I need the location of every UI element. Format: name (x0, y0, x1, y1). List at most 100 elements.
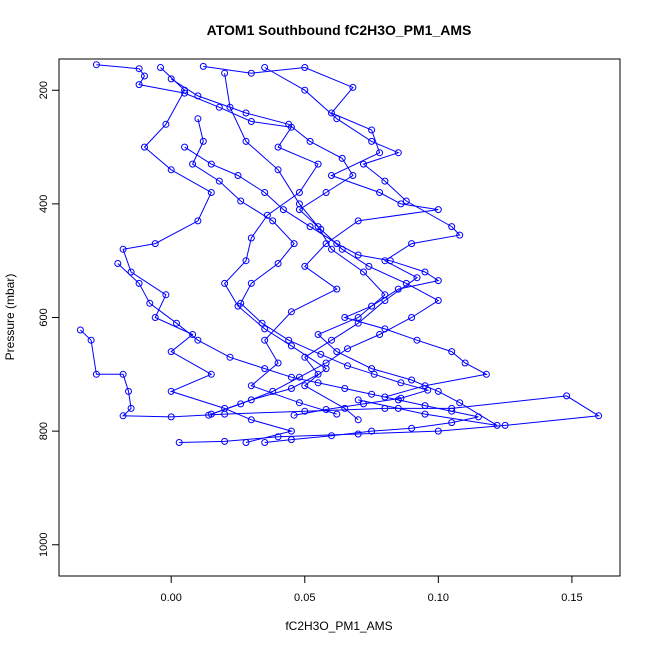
data-point (205, 411, 213, 419)
data-point (317, 350, 325, 358)
series-line (96, 64, 359, 421)
data-point (175, 439, 183, 446)
data-point (421, 402, 429, 410)
data-point (408, 240, 416, 248)
data-point (119, 245, 127, 253)
data-point (376, 149, 384, 157)
data-point (151, 314, 159, 321)
data-point (344, 362, 351, 370)
data-point (301, 382, 309, 390)
data-point (338, 245, 346, 253)
data-point (287, 427, 295, 435)
series-line (203, 65, 439, 415)
data-point (381, 404, 389, 412)
data-point (261, 325, 269, 333)
data-point (237, 400, 245, 408)
data-point (247, 416, 255, 424)
data-point (261, 439, 269, 446)
y-axis: 200 400 600 800 1000 (38, 81, 60, 557)
data-point (394, 149, 402, 157)
data-point (274, 166, 282, 174)
data-point (434, 427, 442, 435)
data-point (328, 245, 335, 253)
series-line (117, 263, 479, 443)
data-point (287, 436, 295, 444)
data-point (285, 120, 293, 128)
data-point (397, 200, 405, 208)
data-point (261, 64, 269, 71)
data-point (314, 370, 322, 378)
series-line (191, 118, 430, 416)
data-point (333, 115, 341, 123)
data-point (173, 319, 180, 327)
data-point (258, 319, 266, 327)
data-point (119, 370, 127, 378)
data-point (306, 137, 314, 145)
data-point (181, 143, 189, 151)
data-point (376, 189, 384, 196)
series-line (211, 67, 461, 415)
series-line (224, 73, 498, 426)
data-point (354, 430, 362, 438)
data-point (322, 189, 330, 196)
data-point (127, 268, 135, 276)
data-point (341, 404, 349, 412)
data-point (402, 279, 410, 287)
data-point (237, 197, 245, 205)
data-point (295, 399, 303, 407)
data-point (381, 393, 389, 401)
series-2 (119, 64, 295, 446)
data-point (226, 103, 234, 111)
data-point (421, 410, 429, 418)
data-point (421, 268, 429, 276)
data-point (333, 410, 341, 418)
series-3 (221, 69, 501, 429)
data-point (274, 359, 282, 367)
data-point (328, 172, 335, 179)
data-point (167, 75, 175, 83)
data-point (368, 365, 376, 373)
data-point (368, 302, 376, 310)
data-point (162, 120, 170, 128)
data-point (234, 172, 242, 179)
series-line (184, 146, 488, 398)
data-point (328, 109, 335, 117)
data-point (368, 126, 376, 134)
data-point (287, 342, 295, 350)
data-point (333, 285, 341, 293)
data-point (338, 154, 346, 162)
data-point (341, 314, 349, 321)
data-point (354, 217, 362, 225)
data-point (247, 396, 255, 404)
data-point (92, 61, 100, 69)
data-point (501, 421, 509, 429)
data-point (221, 410, 229, 418)
data-point (157, 64, 164, 71)
data-point (413, 336, 421, 344)
y-tick-label: 1000 (38, 533, 50, 557)
data-point (215, 103, 223, 111)
data-point (221, 437, 229, 445)
data-point (194, 336, 202, 344)
data-point (92, 370, 100, 378)
data-point (215, 177, 223, 185)
data-point (287, 308, 295, 316)
data-point (199, 137, 207, 145)
data-point (221, 69, 229, 77)
data-point (127, 404, 135, 412)
data-point (135, 65, 143, 73)
data-point (354, 416, 362, 424)
series-1 (199, 62, 442, 418)
data-point (386, 257, 394, 265)
data-point (261, 365, 269, 373)
data-point (381, 177, 389, 185)
data-point (242, 137, 250, 145)
data-point (301, 64, 309, 71)
data-point (274, 260, 282, 267)
series-line (170, 78, 440, 416)
data-point (349, 172, 357, 179)
data-point (482, 370, 490, 378)
data-point (162, 291, 170, 299)
data-point (274, 143, 282, 151)
